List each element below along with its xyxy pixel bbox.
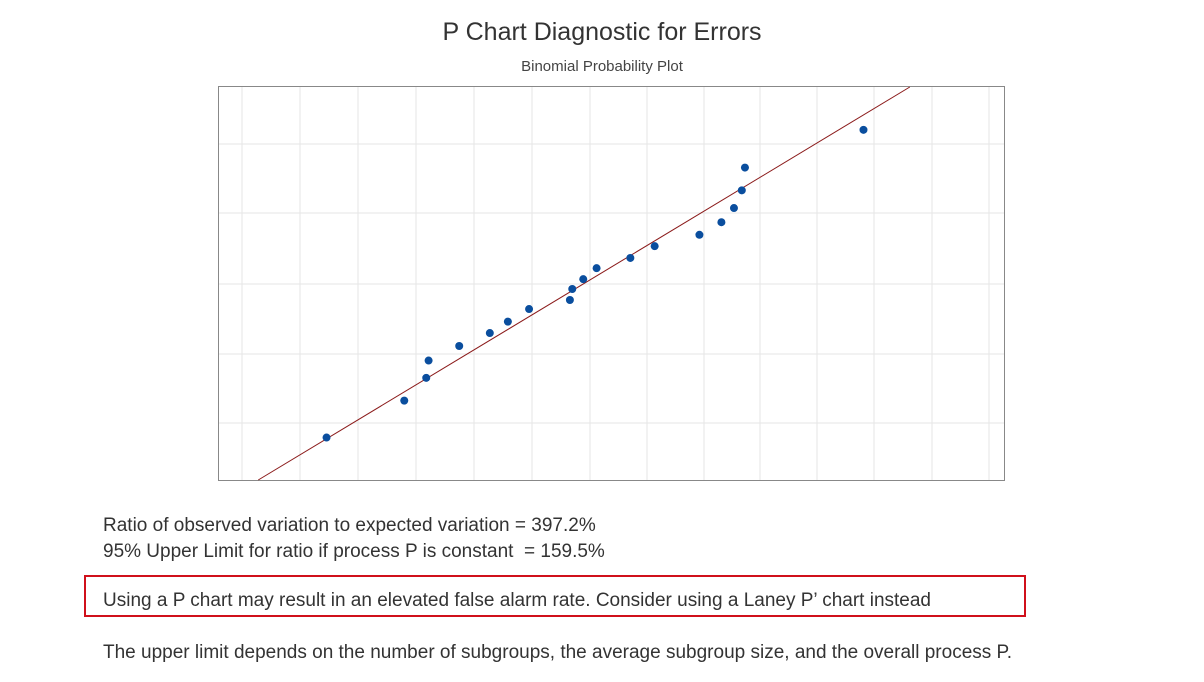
footnote: The upper limit depends on the number of… [103, 642, 1013, 663]
chart-subtitle: Binomial Probability Plot [521, 58, 683, 75]
data-point [717, 218, 726, 227]
probability-plot [218, 86, 1005, 481]
data-point [503, 317, 512, 326]
data-point [729, 204, 738, 213]
data-point [485, 329, 494, 338]
data-point [579, 275, 588, 284]
data-point [455, 341, 464, 350]
data-point [422, 373, 431, 382]
data-point [565, 296, 574, 305]
data-point [592, 264, 601, 273]
data-point [737, 186, 746, 195]
warning-box [84, 575, 1026, 617]
plot-frame [218, 86, 1005, 481]
chart-title: P Chart Diagnostic for Errors [442, 18, 762, 46]
data-point [859, 125, 868, 134]
data-point [400, 396, 409, 405]
data-point [650, 242, 659, 251]
data-point [424, 356, 433, 365]
data-point [322, 433, 331, 442]
data-point [568, 285, 577, 294]
warning-message: Using a P chart may result in an elevate… [103, 590, 931, 611]
upper-limit-statistic: 95% Upper Limit for ratio if process P i… [103, 541, 605, 562]
data-point [740, 163, 749, 172]
data-point [695, 230, 704, 239]
data-point [525, 305, 534, 314]
data-point [626, 253, 635, 262]
ratio-statistic: Ratio of observed variation to expected … [103, 515, 596, 536]
fit-line [257, 86, 911, 481]
